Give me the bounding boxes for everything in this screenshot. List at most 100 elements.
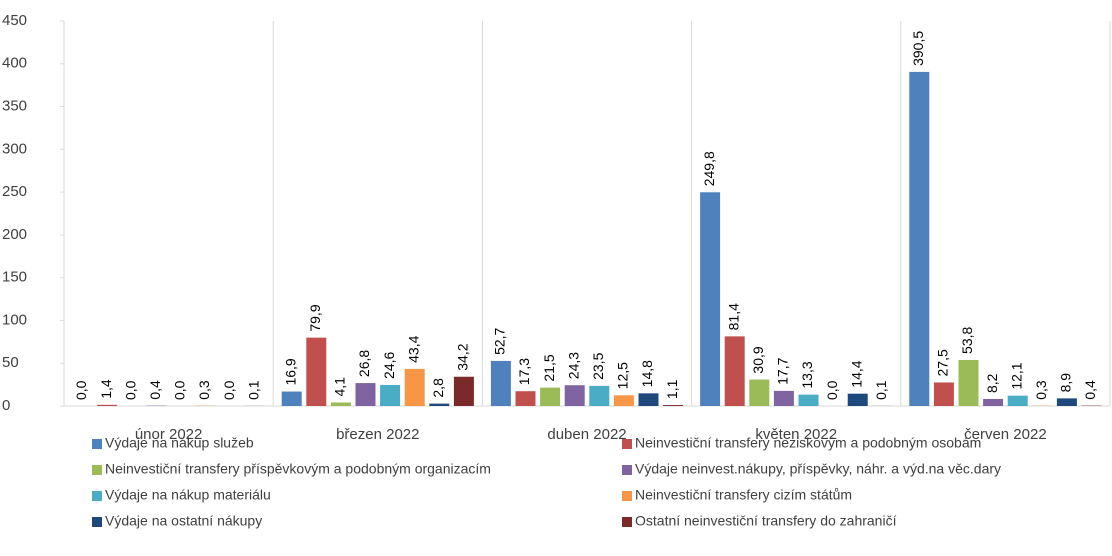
y-tick-label: 450: [2, 12, 27, 29]
bar: [1056, 398, 1077, 406]
data-label: 27,5: [935, 349, 951, 376]
data-label: 249,8: [701, 151, 717, 186]
data-label: 4,1: [332, 377, 348, 397]
data-label: 13,3: [799, 361, 815, 388]
data-label: 24,6: [381, 351, 397, 378]
data-label: 0,4: [1082, 380, 1098, 400]
legend-swatch: [92, 439, 102, 449]
y-tick-label: 250: [2, 183, 27, 200]
bar: [663, 405, 684, 406]
bar: [958, 359, 979, 406]
bar: [638, 393, 659, 406]
data-label: 53,8: [959, 327, 975, 354]
data-label: 8,9: [1058, 373, 1074, 393]
data-label: 0,3: [1033, 380, 1049, 400]
data-label: 8,2: [984, 373, 1000, 393]
y-tick-label: 150: [2, 269, 27, 286]
data-label: 0,0: [824, 380, 840, 400]
data-label: 0,3: [196, 380, 212, 400]
legend-label: Neinvestiční transfery cizím státům: [635, 487, 852, 503]
data-label: 1,4: [98, 379, 114, 399]
data-label: 0,1: [245, 380, 261, 400]
bar: [564, 385, 585, 406]
data-label: 2,8: [430, 378, 446, 398]
data-label: 0,0: [122, 380, 138, 400]
data-label: 81,4: [725, 303, 741, 330]
data-label: 0,0: [221, 380, 237, 400]
legend-label: Výdaje na nákup služeb: [105, 435, 254, 451]
bar: [490, 360, 511, 406]
bar: [97, 404, 118, 406]
legend-label: Výdaje neinvest.nákupy, příspěvky, náhr.…: [635, 461, 1001, 477]
y-tick-label: 0: [2, 397, 10, 414]
data-label: 14,4: [848, 360, 864, 387]
x-tick-label: červen 2022: [964, 426, 1047, 443]
data-label: 1,1: [664, 379, 680, 399]
bar: [700, 192, 721, 406]
bar: [724, 336, 745, 406]
data-label: 52,7: [492, 327, 508, 354]
bar: [540, 387, 561, 406]
bar: [909, 71, 930, 407]
bar: [380, 384, 401, 406]
bar: [613, 395, 634, 406]
legend-swatch: [92, 517, 102, 527]
data-label: 16,9: [282, 358, 298, 385]
legend-label: Neinvestiční transfery neziskovým a podo…: [635, 435, 981, 451]
data-label: 390,5: [910, 31, 926, 66]
data-label: 23,5: [590, 352, 606, 379]
y-tick-label: 350: [2, 98, 27, 115]
bar: [749, 379, 770, 406]
legend-swatch: [622, 465, 632, 475]
bar: [983, 398, 1004, 406]
legend-swatch: [622, 439, 632, 449]
data-label: 0,0: [73, 380, 89, 400]
bar: [773, 390, 794, 406]
x-tick-label: duben 2022: [547, 426, 626, 443]
data-label: 17,7: [775, 357, 791, 384]
legend-swatch: [622, 517, 632, 527]
data-label: 12,5: [615, 362, 631, 389]
bar: [330, 402, 351, 406]
data-label: 24,3: [565, 352, 581, 379]
y-tick-label: 50: [2, 354, 19, 371]
data-label: 43,4: [405, 335, 421, 362]
y-tick-label: 400: [2, 55, 27, 72]
x-tick-label: únor 2022: [135, 426, 203, 443]
bar: [429, 403, 450, 406]
x-tick-label: březen 2022: [336, 426, 419, 443]
data-label: 12,1: [1008, 362, 1024, 389]
legend-label: Neinvestiční transfery příspěvkovým a po…: [105, 461, 491, 477]
bar: [281, 391, 302, 406]
x-tick-label: květen 2022: [755, 426, 837, 443]
data-label: 17,3: [516, 358, 532, 385]
data-label: 30,9: [750, 346, 766, 373]
data-label: 34,2: [455, 343, 471, 370]
bar: [404, 368, 425, 406]
bar: [933, 382, 954, 406]
y-tick-label: 300: [2, 140, 27, 157]
y-tick-label: 200: [2, 226, 27, 243]
legend-label: Výdaje na nákup materiálu: [105, 487, 271, 503]
data-label: 0,4: [147, 380, 163, 400]
y-tick-label: 100: [2, 311, 27, 328]
data-label: 79,9: [307, 304, 323, 331]
bar: [847, 393, 868, 406]
legend-label: Výdaje na ostatní nákupy: [105, 513, 262, 529]
legend-swatch: [622, 491, 632, 501]
bar: [355, 383, 376, 406]
bar: [798, 394, 819, 406]
legend-label: Ostatní neinvestiční transfery do zahran…: [635, 513, 897, 529]
bar: [589, 385, 610, 406]
legend-swatch: [92, 465, 102, 475]
bar: [453, 376, 474, 406]
bar: [515, 391, 536, 406]
data-label: 0,0: [172, 380, 188, 400]
bar: [306, 337, 327, 406]
data-label: 14,8: [639, 360, 655, 387]
data-label: 21,5: [541, 354, 557, 381]
bar: [1007, 395, 1028, 406]
legend-swatch: [92, 491, 102, 501]
data-label: 26,8: [356, 350, 372, 377]
